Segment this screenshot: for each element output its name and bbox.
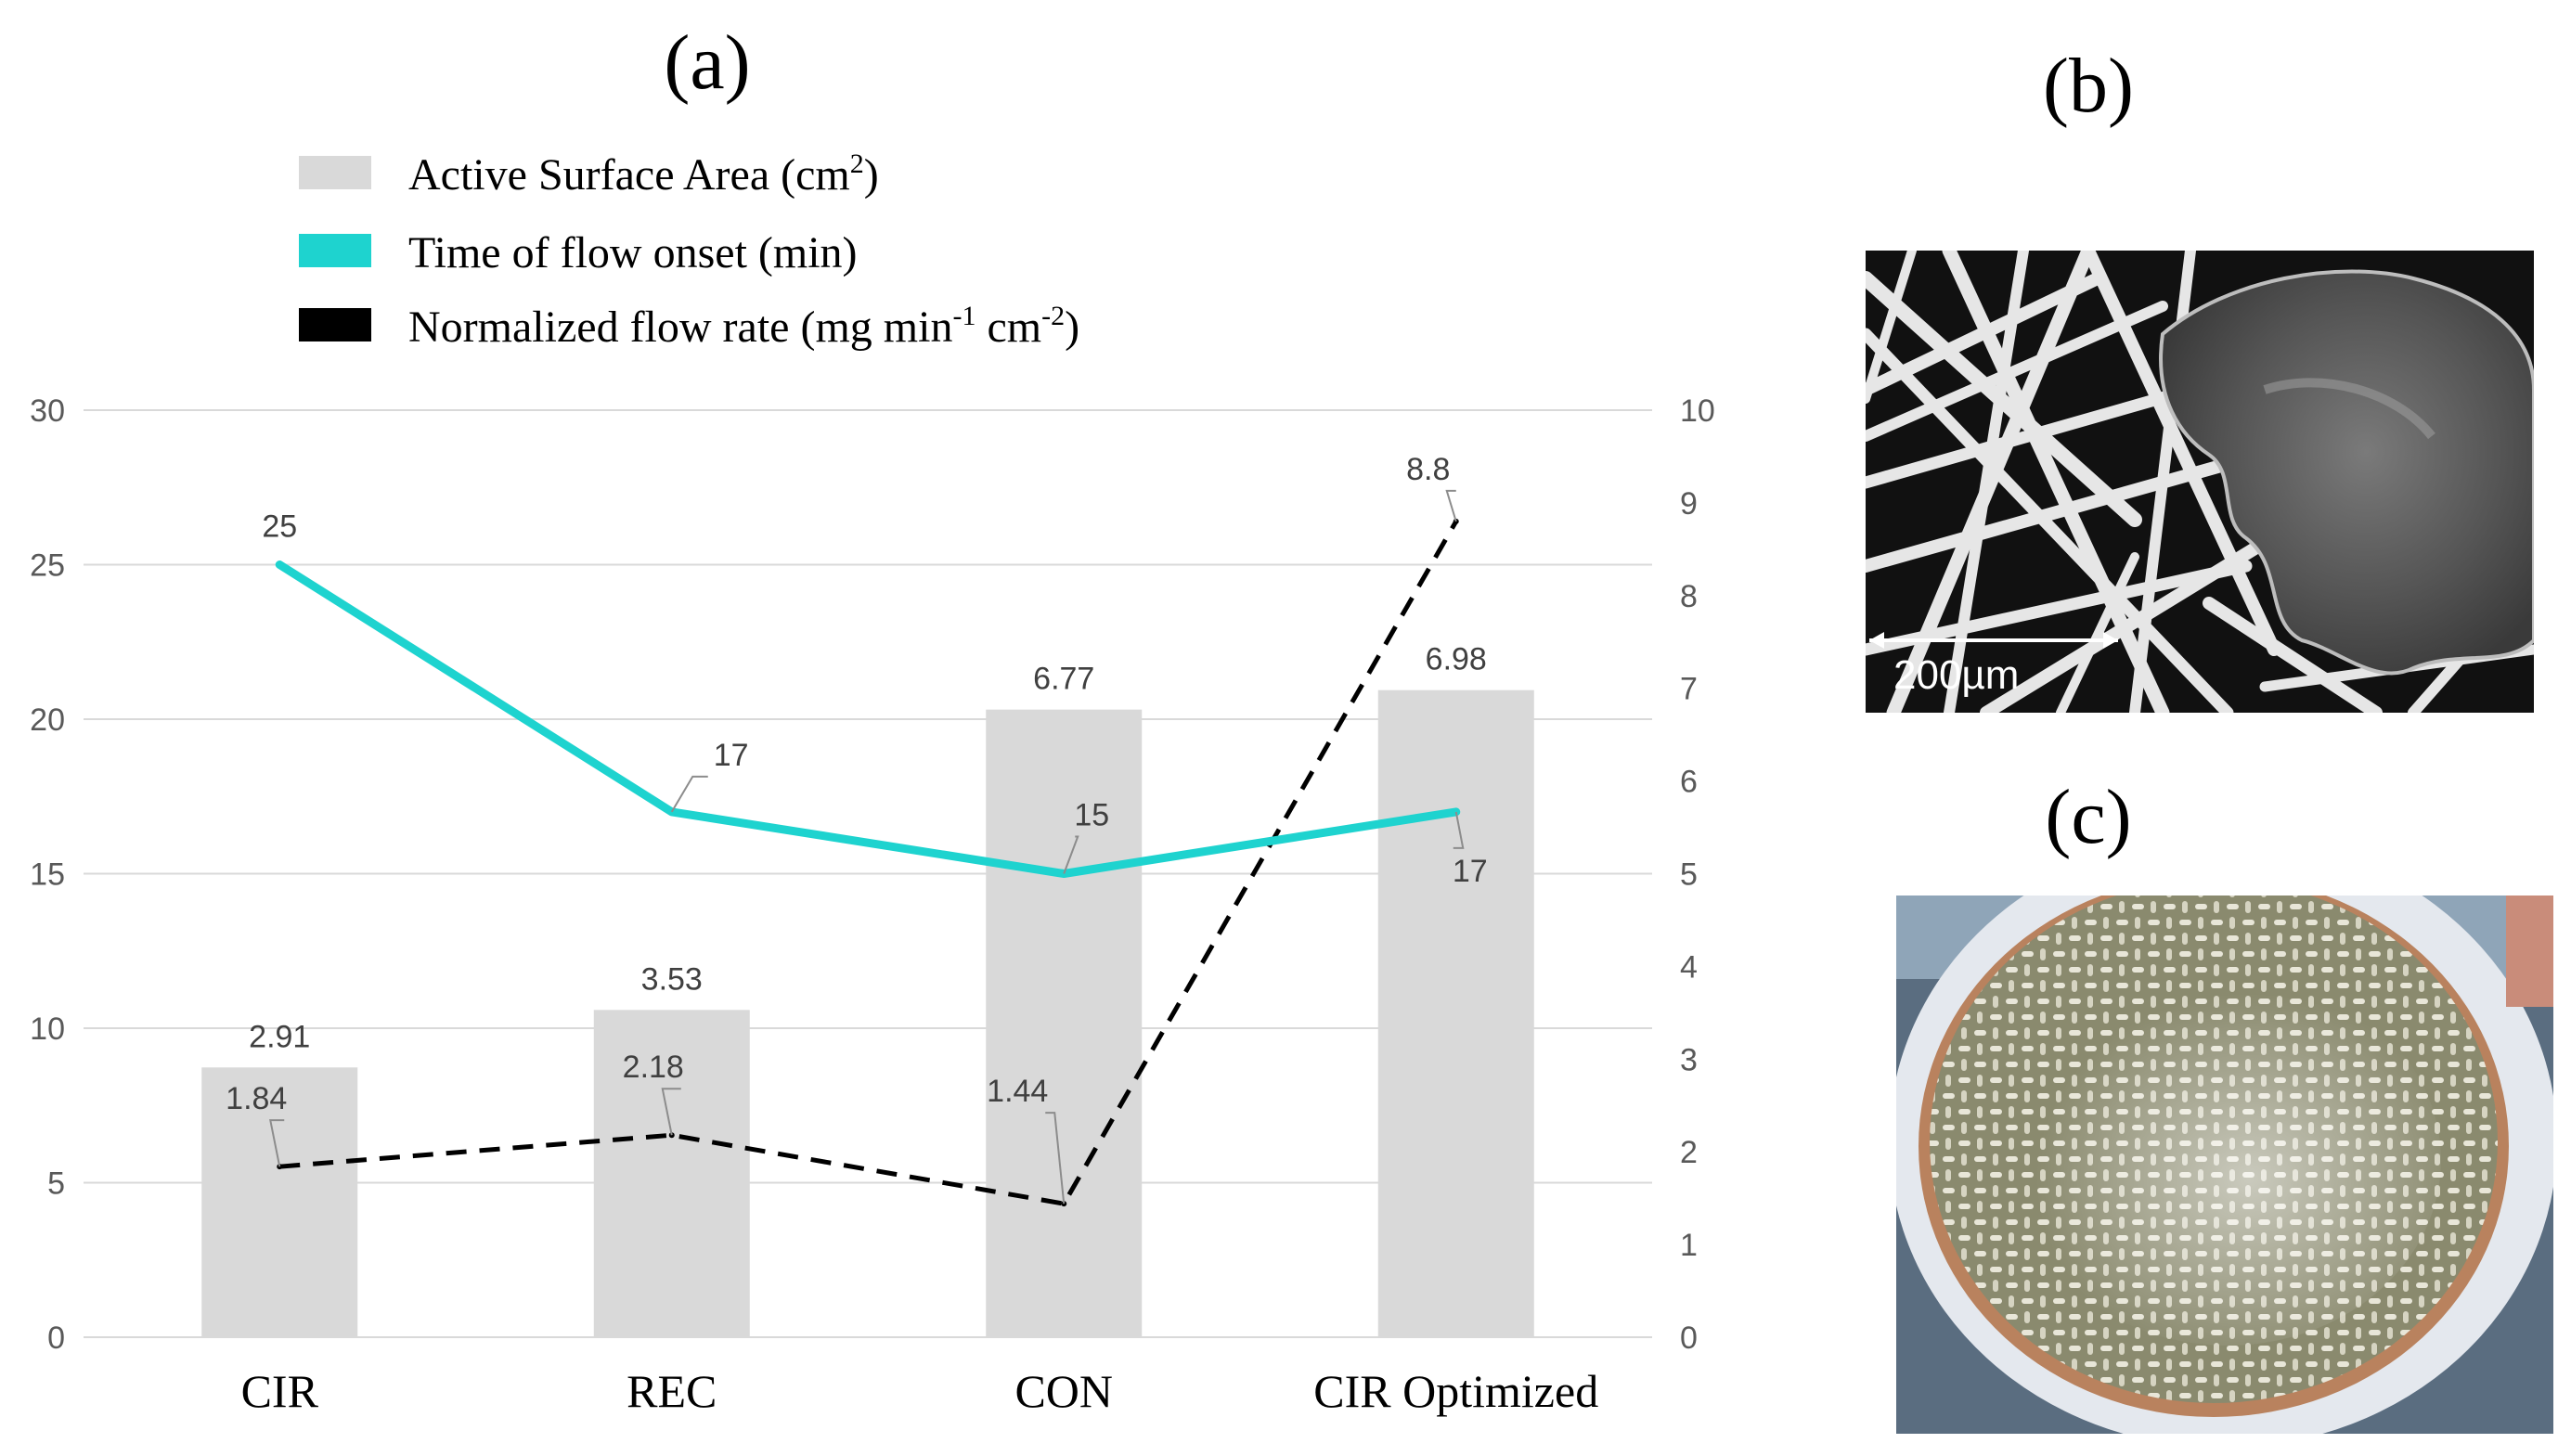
y-left-tick-30: 30 — [30, 393, 65, 429]
y-right-tick-0: 0 — [1680, 1321, 1698, 1356]
x-tick-con: CON — [1014, 1365, 1113, 1417]
flow-rate-line — [279, 520, 1458, 1206]
time-point-0 — [276, 560, 284, 569]
y-right-tick-3: 3 — [1680, 1042, 1698, 1077]
y-right-tick-6: 6 — [1680, 765, 1698, 800]
fiber-13 — [2203, 597, 2383, 713]
legend-swatch-flow — [299, 308, 371, 341]
time-leader-1 — [670, 775, 708, 813]
bar-label-1: 3.53 — [641, 961, 703, 997]
x-axis: CIR REC CON CIR Optimized — [241, 1365, 1599, 1417]
y-left-tick-20: 20 — [30, 702, 65, 738]
time-leader-3 — [1453, 811, 1465, 849]
bar-label-3: 6.98 — [1426, 642, 1487, 677]
y-left-tick-0: 0 — [47, 1321, 65, 1356]
bar-cir-optimized — [1377, 689, 1534, 1337]
sem-micrograph: 200µm — [1866, 251, 2534, 713]
panel-label-b: (b) — [2043, 43, 2134, 129]
y-left-tick-15: 15 — [30, 857, 65, 893]
y-right-tick-9: 9 — [1680, 486, 1698, 522]
flow-leader-3 — [1445, 489, 1457, 522]
fiber-9 — [1866, 560, 2253, 656]
time-leader-2 — [1063, 835, 1079, 874]
fiber-4 — [1942, 251, 2170, 713]
flow-leader-1 — [661, 1088, 681, 1136]
flow-label-0: 1.84 — [226, 1081, 287, 1116]
time-label-1: 17 — [714, 738, 749, 773]
y-left-tick-5: 5 — [47, 1166, 65, 1202]
flow-leader-2 — [1045, 1112, 1066, 1205]
legend-swatch-bar — [299, 156, 371, 189]
series-normalized-flow-rate — [277, 518, 1459, 1207]
y-axis-left: 0 5 10 15 20 25 30 — [30, 393, 65, 1356]
time-onset-line — [275, 560, 1461, 878]
y-right-tick-2: 2 — [1680, 1135, 1698, 1170]
time-label-2: 15 — [1074, 798, 1109, 833]
panel-label-c: (c) — [2045, 774, 2131, 860]
y-right-tick-7: 7 — [1680, 672, 1698, 707]
bar-label-2: 6.77 — [1033, 662, 1094, 697]
bar-con — [986, 709, 1143, 1337]
fiber-15 — [1866, 251, 1917, 404]
panel-label-a: (a) — [664, 19, 750, 106]
y-right-tick-10: 10 — [1680, 393, 1715, 429]
data-labels: 2.91 3.53 6.77 6.98 25 17 15 17 1.84 2.18 1.44 8.8 — [226, 452, 1488, 1205]
flow-leader-0 — [269, 1119, 285, 1167]
flow-label-1: 2.18 — [623, 1050, 684, 1085]
flow-label-3: 8.8 — [1406, 452, 1450, 487]
fiber-12 — [1866, 301, 2168, 442]
fiber-7 — [1866, 328, 2234, 713]
scale-bar-label: 200µm — [1893, 652, 2019, 698]
legend-swatch-time — [299, 234, 371, 267]
legend-label-time: Time of flow onset (min) — [408, 228, 858, 277]
melt-blob — [2159, 269, 2534, 676]
x-tick-cir-optimized: CIR Optimized — [1313, 1365, 1598, 1417]
fiber-11 — [1980, 513, 2308, 713]
fiber-8 — [2082, 251, 2280, 656]
time-label-3: 17 — [1453, 854, 1488, 889]
time-label-0: 25 — [262, 509, 297, 545]
bar-rec — [593, 1010, 750, 1337]
x-tick-cir: CIR — [241, 1365, 319, 1417]
legend: Active Surface Area (cm2) Time of flow o… — [299, 148, 1079, 352]
y-left-tick-10: 10 — [30, 1011, 65, 1047]
y-left-tick-25: 25 — [30, 548, 65, 584]
legend-label-flow: Normalized flow rate (mg min-1 cm-2) — [408, 301, 1079, 352]
y-right-tick-1: 1 — [1680, 1228, 1698, 1263]
bar-cir — [201, 1067, 358, 1337]
bars-active-surface-area — [201, 689, 1534, 1337]
y-right-tick-4: 4 — [1680, 949, 1698, 985]
y-right-tick-8: 8 — [1680, 579, 1698, 614]
flow-label-2: 1.44 — [987, 1074, 1048, 1109]
x-tick-rec: REC — [627, 1365, 717, 1417]
fiber-17 — [2056, 552, 2139, 713]
bar-label-0: 2.91 — [249, 1019, 310, 1054]
y-right-tick-5: 5 — [1680, 857, 1698, 893]
y-axis-right: 0 1 2 3 4 5 6 7 8 9 10 — [1680, 393, 1715, 1356]
mesh-disc-photo — [1896, 896, 2553, 1434]
scale-bar — [1869, 632, 2118, 649]
fiber-6 — [1944, 251, 2029, 713]
legend-label-bar: Active Surface Area (cm2) — [408, 148, 879, 200]
